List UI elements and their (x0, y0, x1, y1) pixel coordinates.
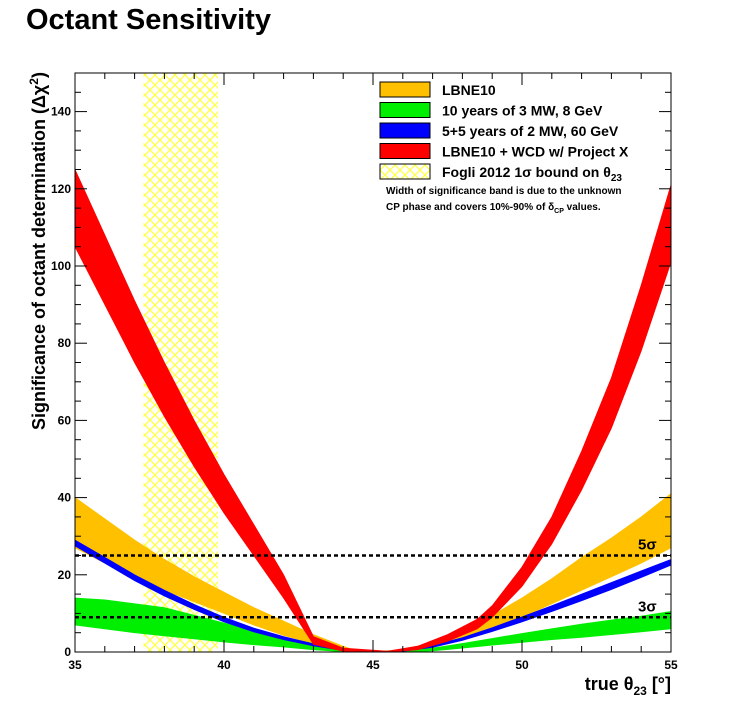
x-tick-label: 50 (515, 658, 529, 672)
x-axis-label: true θ23 [°] (585, 674, 671, 698)
legend-swatch-lbne10 (379, 81, 431, 98)
chart-title: Octant Sensitivity (26, 4, 271, 36)
y-tick-label: 140 (51, 105, 71, 119)
y-tick-label: 60 (58, 413, 72, 427)
y-axis-label: Significance of octant determination (Δχ… (27, 72, 49, 430)
axes: 35 40 45 50 55 0 20 40 60 80 100 120 140 true θ23 [°]… (27, 72, 678, 698)
y-tick-label: 20 (58, 568, 72, 582)
legend-label-lbne10: LBNE10 (442, 82, 496, 98)
legend-label-p2mw: 5+5 years of 2 MW, 60 GeV (442, 123, 619, 139)
legend: LBNE10 10 years of 3 MW, 8 GeV 5+5 years o… (379, 81, 629, 215)
legend-swatch-fogli (379, 163, 431, 180)
x-tick-label: 35 (68, 658, 82, 672)
y-tick-label: 80 (58, 336, 72, 350)
legend-label-p3mw: 10 years of 3 MW, 8 GeV (442, 103, 603, 119)
legend-swatch-p3mw (379, 102, 431, 118)
legend-note-line2: CP phase and covers 10%-90% of δCP value… (386, 202, 601, 215)
plot-area: 5σ 3σ (74, 73, 672, 653)
y-tick-label: 120 (51, 182, 71, 196)
legend-swatch-p2mw (379, 122, 431, 139)
x-tick-label: 40 (217, 658, 231, 672)
legend-swatch-wcd (379, 143, 431, 159)
legend-label-wcd: LBNE10 + WCD w/ Project X (442, 144, 629, 160)
legend-note-line1: Width of significance band is due to the… (386, 186, 621, 197)
x-tick-label: 55 (664, 658, 678, 672)
legend-label-fogli: Fogli 2012 1σ bound on θ23 (442, 164, 622, 184)
y-tick-label: 40 (58, 491, 72, 505)
ref-label-0: 5σ (638, 537, 657, 554)
y-tick-label: 100 (51, 259, 71, 273)
ref-label-1: 3σ (638, 598, 657, 615)
x-tick-label: 45 (366, 658, 380, 672)
y-tick-label: 0 (64, 645, 71, 659)
